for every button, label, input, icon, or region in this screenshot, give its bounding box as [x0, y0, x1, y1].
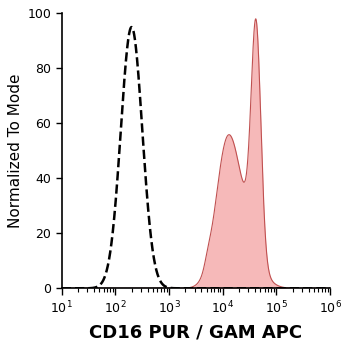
X-axis label: CD16 PUR / GAM APC: CD16 PUR / GAM APC: [89, 324, 302, 342]
Y-axis label: Normalized To Mode: Normalized To Mode: [8, 74, 23, 228]
